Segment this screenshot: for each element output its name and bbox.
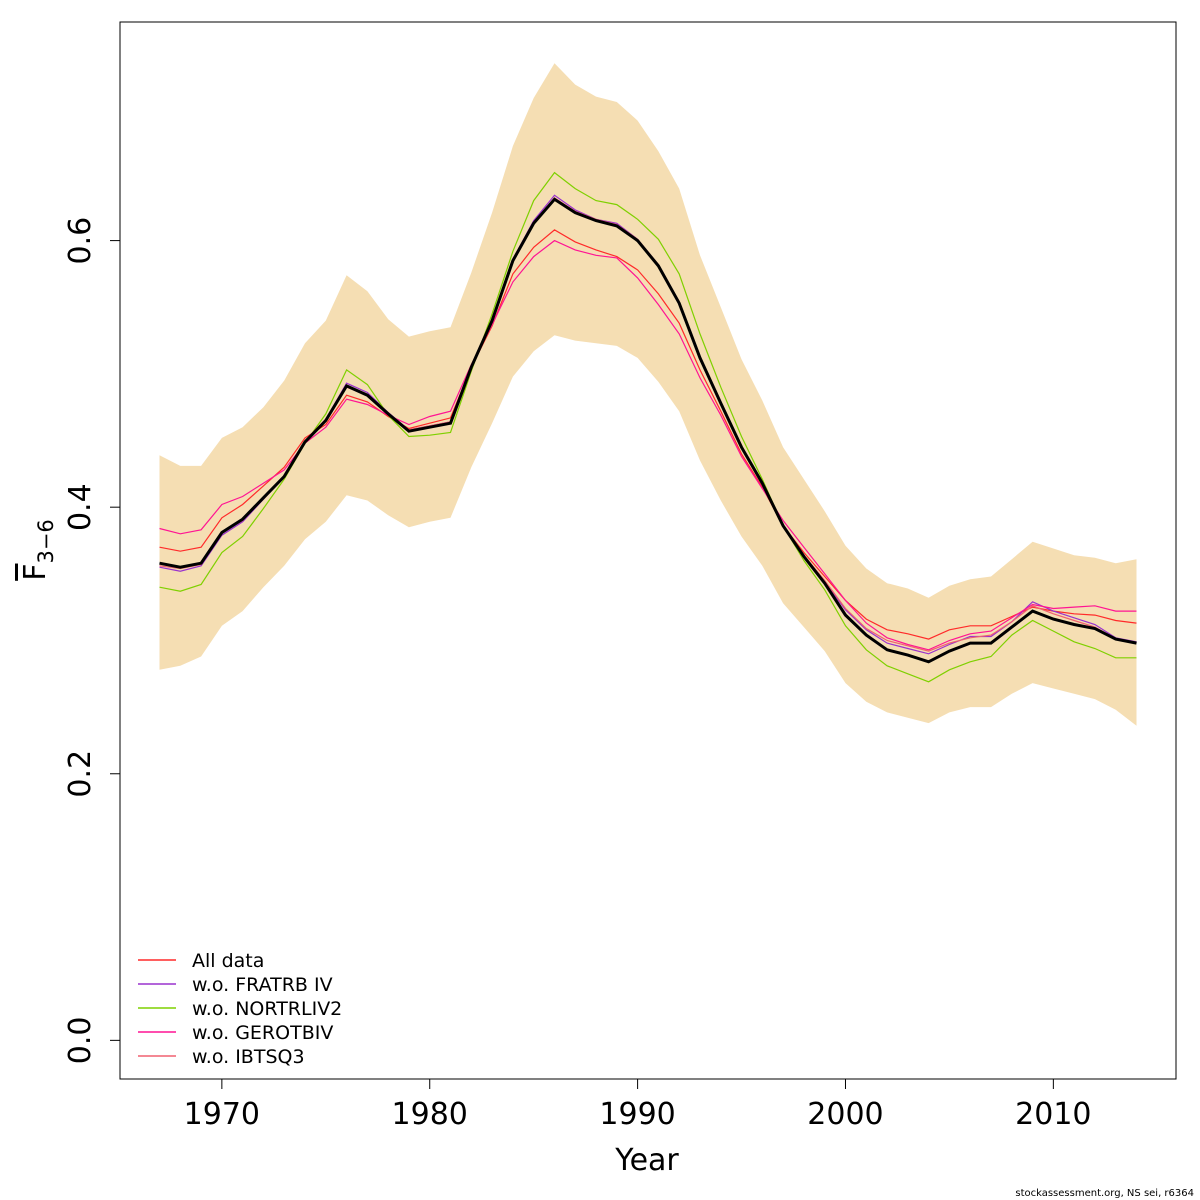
x-tick-label: 1990	[599, 1097, 675, 1132]
legend-label: w.o. IBTSQ3	[192, 1046, 305, 1068]
y-tick-label: 0.0	[63, 1016, 98, 1064]
y-tick-label: 0.4	[63, 483, 98, 531]
y-axis-title-base: F	[18, 564, 53, 581]
confidence-band	[159, 63, 1137, 726]
x-tick-label: 1980	[392, 1097, 468, 1132]
y-axis-title-text: F3−6	[18, 519, 58, 581]
x-axis-title: Year	[614, 1143, 679, 1178]
estimate-line	[159, 197, 1137, 664]
x-tick-label: 2000	[807, 1097, 883, 1132]
legend-label: All data	[192, 950, 264, 972]
y-axis-title-subscript: 3−6	[34, 519, 58, 563]
legend-label: w.o. FRATRB IV	[192, 974, 333, 996]
legend-label: w.o. GEROTBIV	[192, 1022, 333, 1044]
series-line	[159, 229, 1137, 640]
x-tick-label: 1970	[184, 1097, 260, 1132]
series-line	[159, 239, 1137, 651]
legend-label: w.o. NORTRLIV2	[192, 998, 342, 1020]
y-tick-label: 0.6	[63, 217, 98, 265]
plot-frame	[119, 21, 1177, 1080]
y-axis-title: F3−6	[18, 519, 58, 581]
y-tick-label: 0.2	[63, 750, 98, 798]
footer: stockassessment.org, NS sei, r6364	[1015, 1188, 1194, 1199]
x-tick-label: 2010	[1015, 1097, 1091, 1132]
series-line	[159, 171, 1137, 683]
